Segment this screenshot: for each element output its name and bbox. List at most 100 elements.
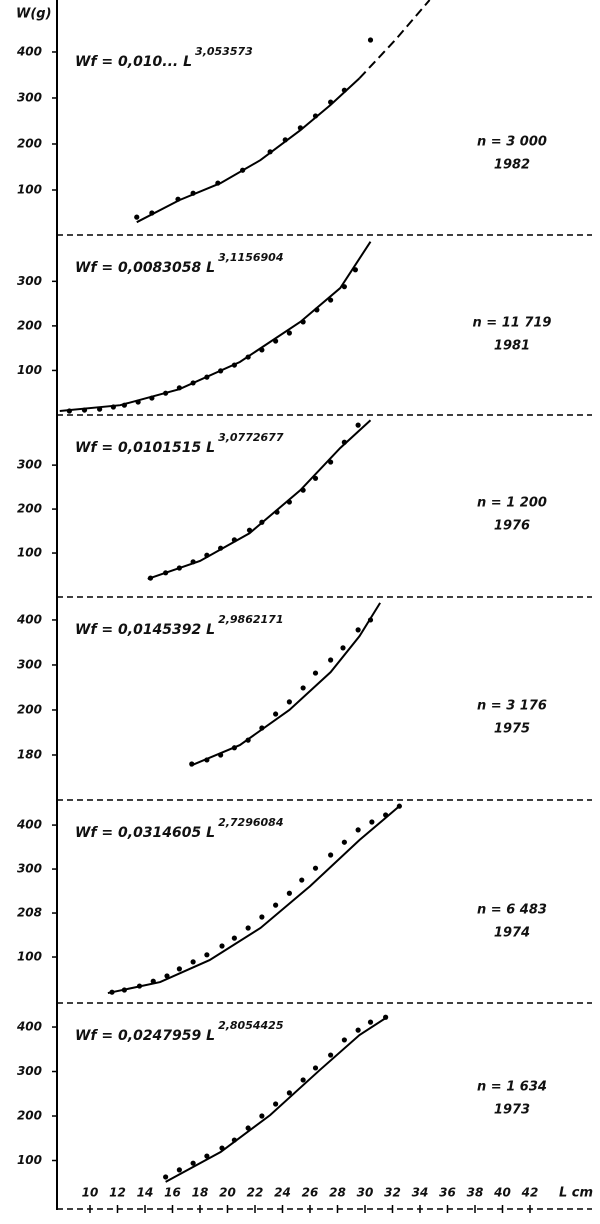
year: 1973 bbox=[494, 1103, 530, 1118]
data-point bbox=[286, 699, 292, 705]
data-point bbox=[341, 439, 347, 445]
data-point bbox=[355, 827, 361, 833]
data-point bbox=[163, 390, 169, 396]
y-tick-label: 400 bbox=[16, 1020, 42, 1034]
y-tick-label: 400 bbox=[16, 818, 42, 832]
data-point bbox=[367, 37, 374, 43]
y-tick-label: 200 bbox=[17, 318, 42, 332]
data-point bbox=[245, 925, 251, 931]
y-tick-label: 300 bbox=[17, 862, 42, 876]
data-point bbox=[367, 617, 374, 623]
data-point bbox=[164, 973, 170, 979]
year: 1982 bbox=[494, 158, 530, 173]
data-point bbox=[110, 404, 116, 410]
data-point bbox=[190, 1160, 196, 1166]
data-point bbox=[190, 380, 196, 386]
data-point bbox=[259, 1113, 265, 1119]
equation-exponent: 3,053573 bbox=[195, 45, 253, 58]
data-point bbox=[231, 745, 237, 751]
data-point bbox=[204, 552, 210, 558]
sample-size: n = 3 176 bbox=[477, 699, 547, 714]
equation-exponent: 2,9862171 bbox=[218, 613, 283, 626]
data-point bbox=[312, 1065, 319, 1071]
data-point bbox=[204, 1153, 210, 1159]
y-tick-label: 200 bbox=[17, 1109, 42, 1123]
data-point bbox=[300, 487, 306, 493]
data-point bbox=[176, 966, 182, 972]
fit-curve bbox=[107, 805, 401, 995]
data-point bbox=[204, 374, 210, 380]
x-tick-label: 26 bbox=[302, 1186, 319, 1200]
year: 1981 bbox=[494, 339, 530, 354]
data-point bbox=[396, 803, 402, 809]
data-point bbox=[355, 1027, 361, 1033]
x-tick-label: 22 bbox=[247, 1186, 264, 1200]
data-point bbox=[219, 1145, 225, 1151]
sample-size: n = 11 719 bbox=[473, 316, 552, 331]
equation: Wf = 0,0247959 L bbox=[75, 1028, 215, 1044]
x-tick-label: 10 bbox=[82, 1186, 99, 1200]
data-point bbox=[297, 125, 303, 131]
equation-exponent: 3,0772677 bbox=[218, 431, 284, 444]
fit-curve bbox=[59, 241, 372, 412]
y-tick-label: 300 bbox=[17, 90, 42, 104]
fit-curve-extrapolated bbox=[358, 0, 431, 79]
data-point bbox=[299, 877, 305, 883]
data-point bbox=[259, 519, 265, 525]
data-point bbox=[367, 1019, 374, 1025]
data-point bbox=[341, 284, 347, 290]
equation-exponent: 2,7296084 bbox=[218, 816, 283, 829]
data-point bbox=[190, 559, 196, 565]
data-point bbox=[81, 407, 88, 413]
y-tick-label: 180 bbox=[17, 747, 42, 761]
data-point bbox=[383, 1014, 389, 1020]
y-tick-label: 300 bbox=[17, 274, 42, 288]
sample-size: n = 1 634 bbox=[477, 1080, 547, 1095]
data-point bbox=[328, 852, 334, 858]
y-tick-label: 400 bbox=[16, 612, 42, 626]
data-point bbox=[312, 475, 319, 481]
data-point bbox=[286, 890, 292, 896]
data-point bbox=[314, 307, 320, 313]
data-point bbox=[97, 406, 103, 412]
data-point bbox=[273, 711, 279, 717]
data-point bbox=[300, 1077, 306, 1083]
data-point bbox=[176, 1167, 182, 1173]
year: 1975 bbox=[494, 722, 530, 737]
equation: Wf = 0,0314605 L bbox=[75, 825, 215, 841]
data-point bbox=[312, 113, 319, 119]
fit-curve bbox=[136, 77, 361, 224]
data-point bbox=[312, 865, 319, 871]
data-point bbox=[190, 190, 196, 196]
data-point bbox=[273, 338, 279, 344]
y-tick-label: 100 bbox=[17, 182, 42, 196]
x-tick-label: 16 bbox=[164, 1186, 181, 1200]
data-point bbox=[267, 149, 273, 155]
x-tick-label: 40 bbox=[493, 1186, 511, 1200]
data-point bbox=[215, 180, 221, 186]
y-tick-label: 300 bbox=[17, 657, 42, 671]
x-tick-label: 32 bbox=[384, 1186, 401, 1200]
data-point bbox=[189, 761, 195, 767]
data-point bbox=[204, 952, 210, 958]
equation: Wf = 0,0145392 L bbox=[75, 622, 215, 638]
equation: Wf = 0,010... L bbox=[75, 54, 192, 70]
y-tick-label: 300 bbox=[17, 1064, 42, 1078]
data-point bbox=[274, 509, 280, 515]
data-point bbox=[355, 627, 361, 633]
x-tick-label: 18 bbox=[192, 1186, 209, 1200]
equation-exponent: 3,1156904 bbox=[218, 251, 283, 264]
data-point bbox=[231, 935, 237, 941]
data-point bbox=[150, 978, 156, 984]
data-point bbox=[369, 819, 375, 825]
data-point bbox=[245, 354, 251, 360]
data-point bbox=[259, 725, 265, 731]
y-tick-label: 200 bbox=[17, 136, 42, 150]
data-point bbox=[204, 757, 210, 763]
y-tick-label: 208 bbox=[17, 906, 42, 920]
equation: Wf = 0,0101515 L bbox=[75, 440, 215, 456]
x-tick-label: 34 bbox=[412, 1186, 429, 1200]
data-point bbox=[300, 685, 306, 691]
data-point bbox=[176, 385, 182, 391]
x-tick-label: 12 bbox=[109, 1186, 126, 1200]
